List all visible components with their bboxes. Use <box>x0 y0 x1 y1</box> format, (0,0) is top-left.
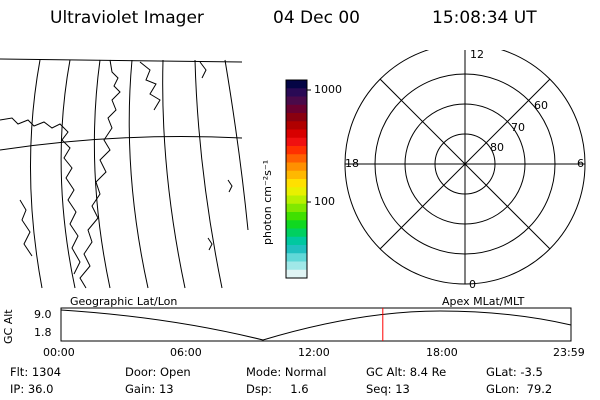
time-label: 15:08:34 UT <box>432 8 537 28</box>
color-bar-cell <box>286 236 307 246</box>
time-tick-label: 23:59 <box>553 346 585 359</box>
colorbar-unit-label: photon cm⁻²s⁻¹ <box>261 159 274 245</box>
gain-value: Gain: 13 <box>125 382 174 396</box>
color-bar-cell <box>286 137 307 147</box>
altitude-axis-label: GC Alt <box>2 309 15 344</box>
altitude-tick-label: 9.0 <box>34 308 52 321</box>
color-bar-cell <box>286 212 307 221</box>
mlt-label-6: 6 <box>577 157 584 170</box>
color-bar-cell <box>286 104 307 114</box>
mlt-label-0: 0 <box>469 278 476 291</box>
color-bar-cell <box>286 228 307 238</box>
lat-label-70: 70 <box>511 121 525 134</box>
lat-label-80: 80 <box>490 141 504 154</box>
color-bar-cell <box>286 245 307 254</box>
color-bar-cell <box>286 195 307 205</box>
colorbar-tick-label: 1000 <box>314 83 342 96</box>
color-bar-cell <box>286 170 307 180</box>
color-bar-cell <box>286 121 307 131</box>
altitude-tick-label: 1.8 <box>34 326 52 339</box>
color-bar-cell <box>286 96 307 106</box>
color-bar-cell <box>286 113 307 122</box>
flight-number: Flt: 1304 <box>10 365 62 379</box>
dsp-value: Dsp: 1.6 <box>246 382 309 396</box>
color-bar-cell <box>286 269 307 279</box>
time-tick-label: 18:00 <box>426 346 458 359</box>
mode-status: Mode: Normal <box>246 365 327 379</box>
color-bar-cell <box>286 146 307 155</box>
door-status: Door: Open <box>125 365 191 379</box>
geographic-longitude: GLon: 79.2 <box>486 382 553 396</box>
sequence-number: Seq: 13 <box>366 382 410 396</box>
time-tick-label: 06:00 <box>170 346 202 359</box>
polar-caption: Apex MLat/MLT <box>442 295 525 308</box>
color-bar-cell <box>286 162 307 172</box>
geographic-latitude: GLat: -3.5 <box>486 365 543 379</box>
color-bar-frame <box>285 79 308 279</box>
time-tick-label: 12:00 <box>298 346 330 359</box>
color-scale-bar <box>285 79 311 279</box>
geographic-map <box>0 58 249 289</box>
altitude-curve <box>60 309 572 341</box>
date-label: 04 Dec 00 <box>273 8 360 28</box>
polar-mlt-plot <box>344 50 586 285</box>
polar-diagonal-b <box>379 78 551 250</box>
lat-label-60: 60 <box>534 99 548 112</box>
mlt-label-18: 18 <box>345 157 359 170</box>
color-bar-cell <box>286 203 307 213</box>
ip-value: IP: 36.0 <box>10 382 54 396</box>
color-bar-cell <box>286 253 307 263</box>
color-bar-cell <box>286 80 307 89</box>
color-bar-cell <box>286 129 307 139</box>
mlt-label-12: 12 <box>470 48 484 61</box>
color-bar-cell <box>286 220 307 230</box>
color-bar-cell <box>286 187 307 197</box>
color-bar-cell <box>286 261 307 271</box>
gc-altitude: GC Alt: 8.4 Re <box>366 365 447 379</box>
altitude-strip-plot <box>60 307 572 342</box>
time-tick-label: 00:00 <box>43 346 75 359</box>
color-bar-cell <box>286 179 307 188</box>
map-caption: Geographic Lat/Lon <box>70 295 178 308</box>
colorbar-tick-label: 100 <box>314 195 335 208</box>
color-bar-cell <box>286 88 307 98</box>
color-bar-cell <box>286 154 307 164</box>
instrument-title: Ultraviolet Imager <box>50 8 204 28</box>
